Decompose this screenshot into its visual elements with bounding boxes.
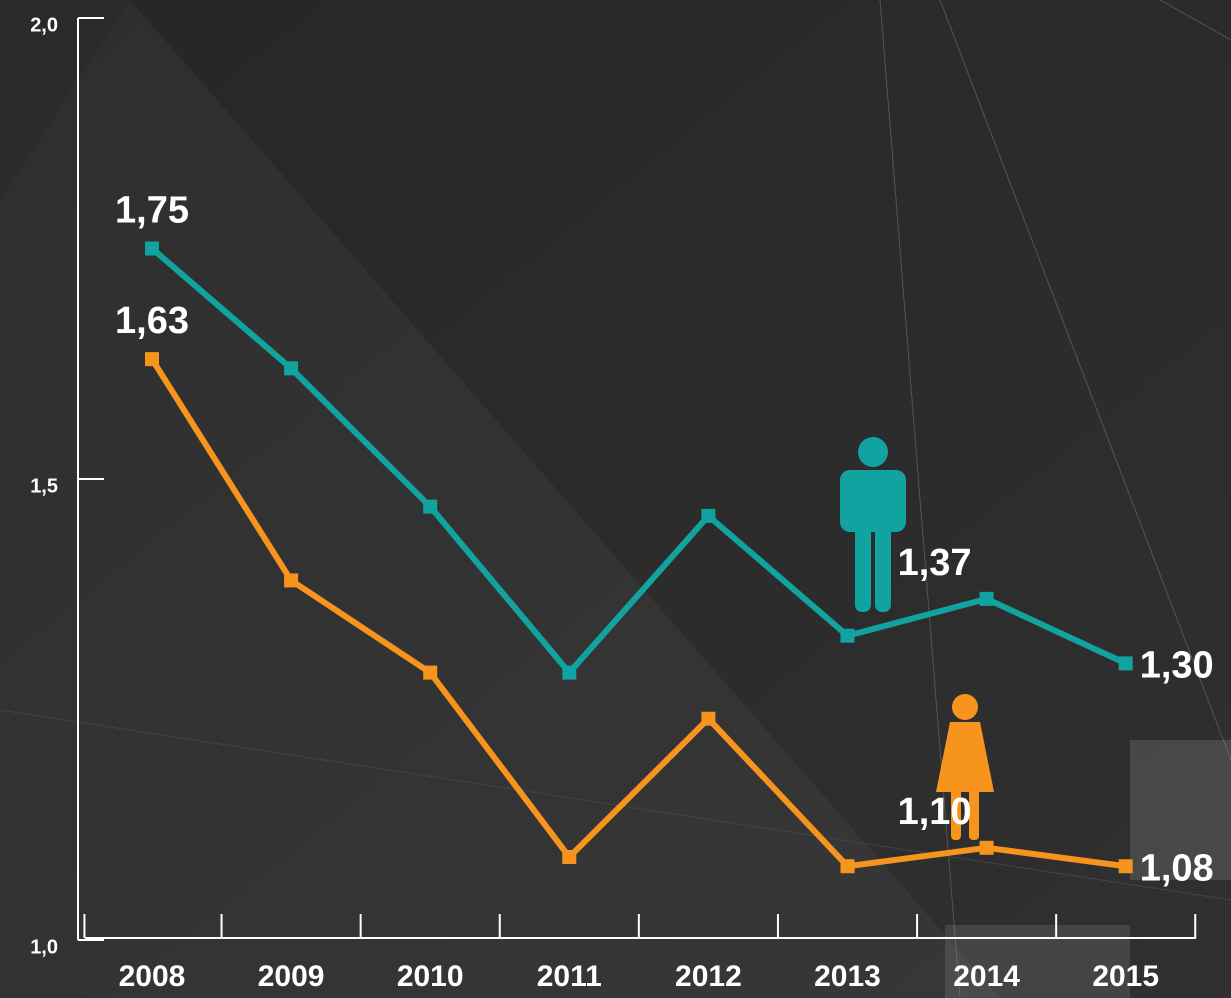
y-tick-label: 1,5 (30, 475, 58, 497)
x-tick-label: 2014 (953, 960, 1020, 993)
point (979, 840, 994, 855)
series-line (149, 357, 1127, 870)
point (284, 573, 299, 588)
value-label: 1,75 (115, 190, 189, 232)
point (423, 665, 438, 680)
value-label: 1,10 (898, 791, 972, 833)
x-tick-label: 2015 (1092, 960, 1159, 993)
series-line (150, 246, 1127, 676)
point (423, 499, 438, 514)
x-tick-label: 2009 (258, 960, 325, 993)
point (145, 352, 159, 367)
point (562, 850, 577, 865)
x-tick-label: 2010 (397, 960, 464, 993)
point (840, 859, 855, 874)
point (1118, 656, 1133, 671)
value-label: 1,63 (115, 300, 189, 342)
decor (939, 0, 1231, 761)
value-label: 1,08 (1140, 847, 1214, 889)
y-tick-label: 1,0 (30, 936, 58, 958)
point (284, 361, 299, 376)
decor (1130, 740, 1231, 880)
point (979, 591, 994, 606)
point (701, 711, 716, 726)
decor (0, 709, 1231, 901)
value-label: 1,30 (1140, 644, 1214, 686)
male-icon (840, 437, 906, 612)
x-tick-label: 2011 (537, 960, 602, 993)
female-icon (936, 694, 994, 840)
y-tick-label: 2,0 (30, 14, 58, 36)
x-tick-label: 2008 (119, 960, 186, 993)
x-tick-label: 2013 (814, 960, 881, 993)
point (562, 665, 577, 680)
value-label: 1,37 (898, 542, 972, 584)
decor (879, 0, 961, 998)
point (145, 241, 159, 256)
decor (1159, 0, 1231, 41)
point (701, 508, 716, 523)
x-tick-label: 2012 (675, 960, 742, 993)
point (840, 628, 855, 643)
point (1118, 859, 1133, 874)
